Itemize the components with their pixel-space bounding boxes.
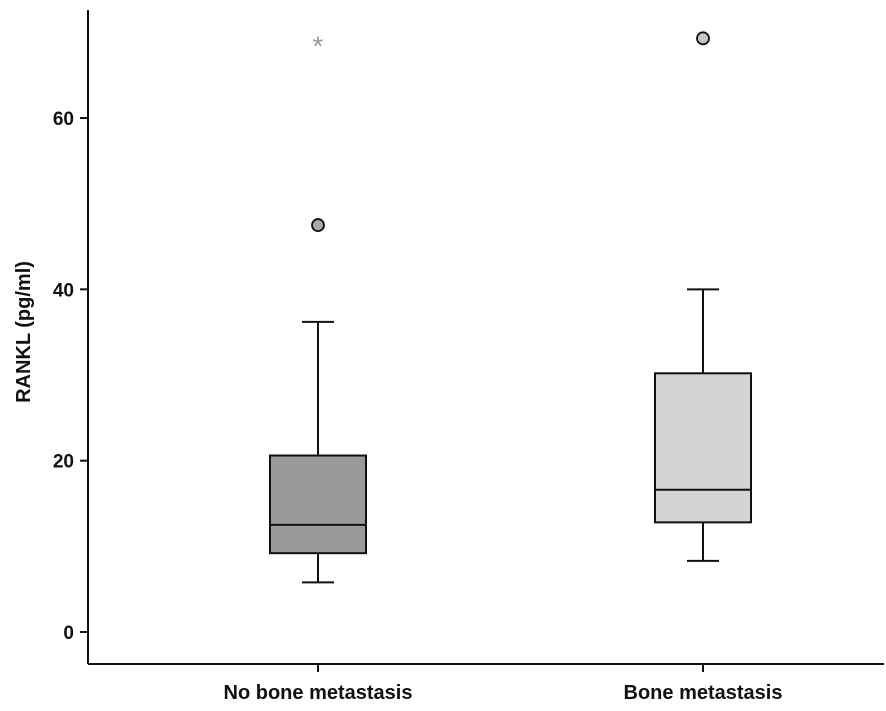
y-tick-label: 40: [53, 280, 74, 301]
box-group: *: [269, 30, 367, 584]
iqr-box: [654, 372, 752, 524]
y-axis-title: RANKL (pg/ml): [13, 261, 35, 403]
boxes: *: [269, 30, 752, 584]
x-ticks: No bone metastasis Bone metastasis: [224, 664, 783, 704]
box-group: [654, 31, 752, 562]
x-tick-label: No bone metastasis: [224, 682, 413, 704]
x-tick-label: Bone metastasis: [624, 682, 783, 704]
outlier-point: [696, 31, 710, 46]
iqr-box: [269, 454, 367, 555]
y-tick-label: 20: [53, 452, 74, 473]
extreme-point: *: [313, 30, 324, 61]
y-tick-label: 0: [63, 623, 74, 644]
y-ticks: 0 20 40 60: [53, 109, 88, 644]
axes: [87, 10, 884, 665]
y-tick-label: 60: [53, 109, 74, 130]
outlier-point: [311, 218, 325, 232]
